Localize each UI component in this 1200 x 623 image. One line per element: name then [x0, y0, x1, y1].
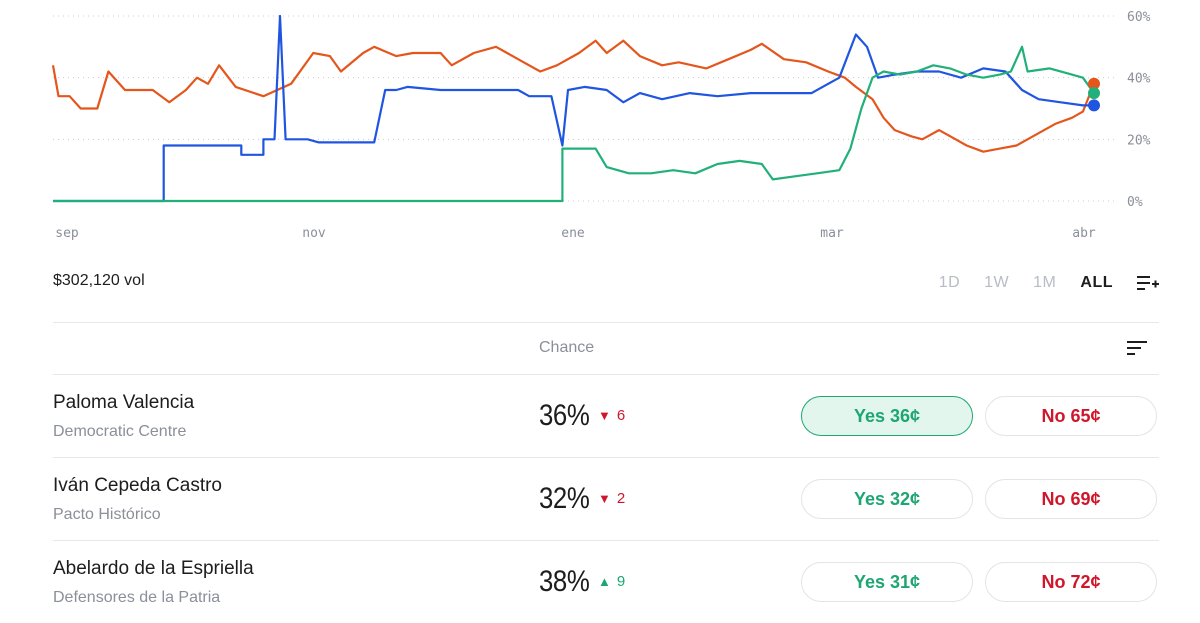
chance-column-header: Chance [539, 339, 595, 356]
candidate-row: Abelardo de la Espriella Defensores de l… [53, 541, 1159, 623]
candidate-name: Iván Cepeda Castro [53, 475, 222, 496]
series-blue-line [53, 14, 1094, 203]
chance-value: 38% [539, 565, 590, 598]
chart-end-dots [1088, 77, 1100, 112]
volume-label: $302,120 vol [53, 272, 145, 289]
candidate-name: Paloma Valencia [53, 392, 195, 413]
candidate-party: Defensores de la Patria [53, 589, 221, 606]
range-1w-button[interactable]: 1W [984, 274, 1010, 291]
chart-y-tick-labels: 60% 40% 20% 0% [1127, 10, 1151, 210]
price-history-chart[interactable]: 60% 40% 20% 0% sep nov ene mar abr [0, 0, 1200, 250]
chart-grid [53, 15, 1118, 202]
sort-icon[interactable] [1127, 340, 1149, 356]
buy-no-button[interactable]: No 69¢ [985, 479, 1157, 519]
divider [53, 457, 1159, 458]
buy-no-button[interactable]: No 72¢ [985, 562, 1157, 602]
caret-down-icon: ▼ [598, 491, 611, 506]
playlist-add-icon[interactable] [1137, 274, 1159, 292]
candidate-row: Iván Cepeda Castro Pacto Histórico 32% ▼… [53, 458, 1159, 540]
candidate-party: Democratic Centre [53, 423, 187, 440]
chance-change-value: 9 [616, 573, 626, 590]
y-tick-label: 40% [1127, 72, 1151, 87]
chance-change: ▼ 2 [598, 490, 625, 507]
divider [53, 374, 1159, 375]
x-tick-label: mar [820, 226, 844, 241]
series-orange-line [51, 39, 1096, 153]
divider [53, 322, 1159, 323]
caret-down-icon: ▼ [598, 408, 611, 423]
buy-no-button[interactable]: No 65¢ [985, 396, 1157, 436]
buy-yes-button[interactable]: Yes 36¢ [801, 396, 973, 436]
chance-value: 32% [539, 482, 590, 515]
x-tick-label: sep [55, 226, 79, 241]
series-end-dot [1088, 77, 1100, 90]
buy-yes-button[interactable]: Yes 31¢ [801, 562, 973, 602]
chance-change: ▲ 9 [598, 573, 625, 590]
x-tick-label: abr [1072, 226, 1096, 241]
y-tick-label: 0% [1127, 195, 1143, 210]
x-tick-label: ene [561, 226, 585, 241]
chance-change-value: 6 [616, 407, 626, 424]
candidate-row: Paloma Valencia Democratic Centre 36% ▼ … [53, 375, 1159, 457]
range-1m-button[interactable]: 1M [1033, 274, 1057, 291]
chart-x-tick-labels: sep nov ene mar abr [55, 226, 1096, 241]
buy-yes-button[interactable]: Yes 32¢ [801, 479, 973, 519]
candidate-name: Abelardo de la Espriella [53, 558, 254, 579]
y-tick-label: 20% [1127, 133, 1151, 148]
chance-change: ▼ 6 [598, 407, 625, 424]
time-range-selector: 1D 1W 1M ALL [915, 268, 1159, 298]
range-all-button[interactable]: ALL [1080, 274, 1113, 291]
range-1d-button[interactable]: 1D [938, 274, 961, 291]
chart-controls: $302,120 vol 1D 1W 1M ALL [53, 268, 1159, 298]
chance-change-value: 2 [616, 490, 626, 507]
series-green-line [53, 45, 1095, 203]
y-tick-label: 60% [1127, 10, 1151, 25]
candidate-party: Pacto Histórico [53, 506, 161, 523]
caret-up-icon: ▲ [598, 574, 611, 589]
chart-series [51, 14, 1096, 203]
series-end-dot [1088, 87, 1100, 100]
series-end-dot [1088, 99, 1100, 112]
chance-value: 36% [539, 399, 590, 432]
divider [53, 540, 1159, 541]
x-tick-label: nov [302, 226, 326, 241]
